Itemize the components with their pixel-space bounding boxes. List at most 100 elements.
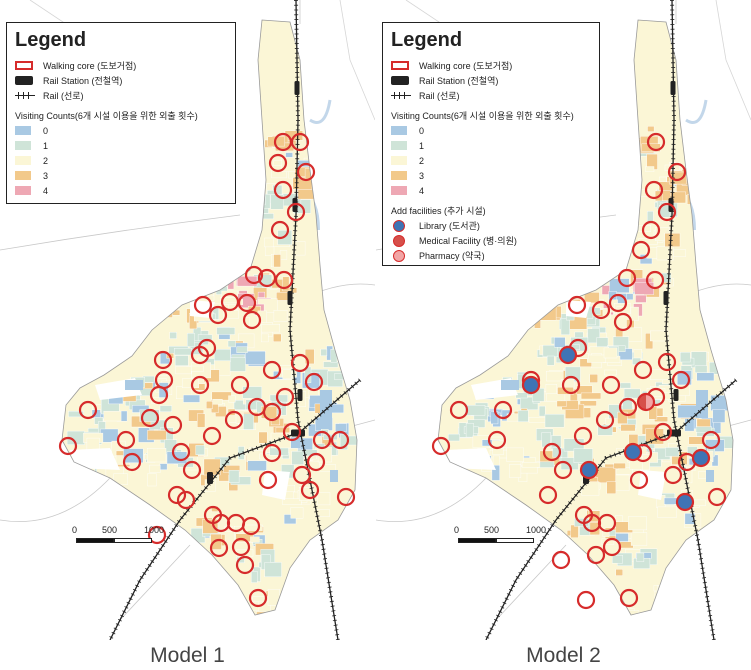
census-block bbox=[216, 327, 236, 335]
walking-core-marker bbox=[671, 370, 691, 390]
park-area bbox=[638, 470, 666, 500]
walking-core-marker bbox=[274, 270, 294, 290]
legend-class-2: 2 bbox=[15, 154, 227, 167]
walking-core-marker bbox=[641, 220, 661, 240]
walking-core-marker bbox=[275, 387, 295, 407]
census-block bbox=[573, 448, 593, 464]
census-block bbox=[623, 388, 641, 399]
walking-core-marker bbox=[306, 452, 326, 472]
legend-class-2: 2 bbox=[391, 154, 591, 167]
census-block bbox=[233, 242, 253, 255]
census-block bbox=[538, 405, 546, 417]
census-block bbox=[696, 372, 715, 381]
rail-station-marker bbox=[287, 291, 293, 305]
water-area bbox=[125, 380, 143, 390]
census-block bbox=[600, 238, 613, 253]
walking-core-marker bbox=[262, 443, 282, 463]
road-line bbox=[0, 214, 241, 251]
census-block bbox=[245, 351, 266, 365]
census-block bbox=[247, 460, 267, 471]
census-block bbox=[317, 182, 335, 193]
census-block bbox=[227, 340, 236, 348]
census-block bbox=[653, 585, 670, 592]
road-line bbox=[119, 544, 191, 621]
walking-core-marker bbox=[190, 375, 210, 395]
walking-core-marker bbox=[273, 180, 293, 200]
census-block bbox=[323, 361, 339, 368]
rail-station-swatch bbox=[391, 76, 409, 85]
census-block bbox=[151, 397, 160, 404]
census-block bbox=[633, 614, 650, 615]
walking-core-marker bbox=[553, 460, 573, 480]
census-block bbox=[283, 514, 297, 525]
walking-core-marker bbox=[230, 375, 250, 395]
census-block bbox=[183, 394, 200, 403]
census-block bbox=[252, 596, 268, 603]
census-block bbox=[685, 467, 693, 484]
census-block bbox=[282, 498, 302, 505]
census-block bbox=[589, 374, 598, 383]
rail-station-marker bbox=[673, 389, 679, 401]
census-block bbox=[206, 401, 213, 409]
walking-core-marker bbox=[629, 470, 649, 490]
walking-core-marker bbox=[542, 442, 562, 462]
census-block bbox=[649, 613, 663, 615]
census-block bbox=[669, 162, 680, 171]
walking-core-marker bbox=[290, 132, 310, 152]
census-block bbox=[236, 346, 248, 354]
walking-core-marker bbox=[153, 350, 173, 370]
walking-core-marker bbox=[224, 410, 244, 430]
census-block bbox=[665, 447, 680, 457]
water-area bbox=[330, 470, 338, 482]
walking-core-marker bbox=[493, 400, 513, 420]
rail-line bbox=[665, 0, 715, 640]
census-block bbox=[279, 250, 288, 260]
census-block bbox=[258, 431, 268, 444]
legend-rail: Rail (선로) bbox=[15, 89, 227, 102]
census-block bbox=[612, 555, 623, 564]
census-block bbox=[595, 466, 616, 484]
census-block bbox=[597, 424, 613, 436]
census-block bbox=[330, 349, 338, 363]
census-block bbox=[253, 146, 265, 156]
water-area bbox=[706, 470, 714, 482]
road-line bbox=[715, 0, 751, 121]
rail-station-marker bbox=[670, 81, 676, 95]
park-area bbox=[70, 448, 120, 470]
walking-core-marker bbox=[631, 240, 651, 260]
road-line bbox=[376, 477, 487, 523]
walking-core-marker bbox=[449, 400, 469, 420]
walking-core-marker bbox=[330, 430, 350, 450]
census-block bbox=[695, 426, 712, 433]
park-area bbox=[190, 300, 215, 318]
walking-core-swatch bbox=[391, 61, 409, 70]
census-block bbox=[187, 333, 195, 347]
walking-core-marker bbox=[336, 487, 356, 507]
walking-core-marker bbox=[193, 295, 213, 315]
rail-ties bbox=[108, 378, 362, 640]
legend-visiting-counts-heading: Visiting Counts(6개 시설 이용을 위한 외출 횟수) bbox=[15, 111, 198, 121]
census-block bbox=[228, 470, 240, 483]
census-block bbox=[335, 423, 347, 432]
census-block bbox=[556, 400, 567, 407]
census-block bbox=[222, 241, 231, 253]
library-marker bbox=[623, 442, 643, 462]
census-block bbox=[521, 462, 541, 468]
census-block bbox=[259, 213, 274, 220]
walking-core-marker bbox=[262, 402, 282, 422]
walking-core-marker bbox=[296, 162, 316, 182]
walking-core-marker bbox=[601, 375, 621, 395]
census-block bbox=[534, 313, 541, 329]
census-block bbox=[546, 393, 566, 402]
census-block bbox=[169, 332, 177, 339]
census-block bbox=[656, 246, 674, 261]
park-area bbox=[262, 470, 290, 500]
census-block bbox=[587, 354, 606, 363]
rail-swatch bbox=[15, 92, 35, 99]
water-area bbox=[501, 380, 519, 390]
census-block bbox=[694, 187, 710, 200]
stream bbox=[309, 99, 332, 124]
legend-class-3: 3 bbox=[391, 169, 591, 182]
census-block bbox=[669, 171, 687, 185]
walking-core-marker bbox=[149, 385, 169, 405]
